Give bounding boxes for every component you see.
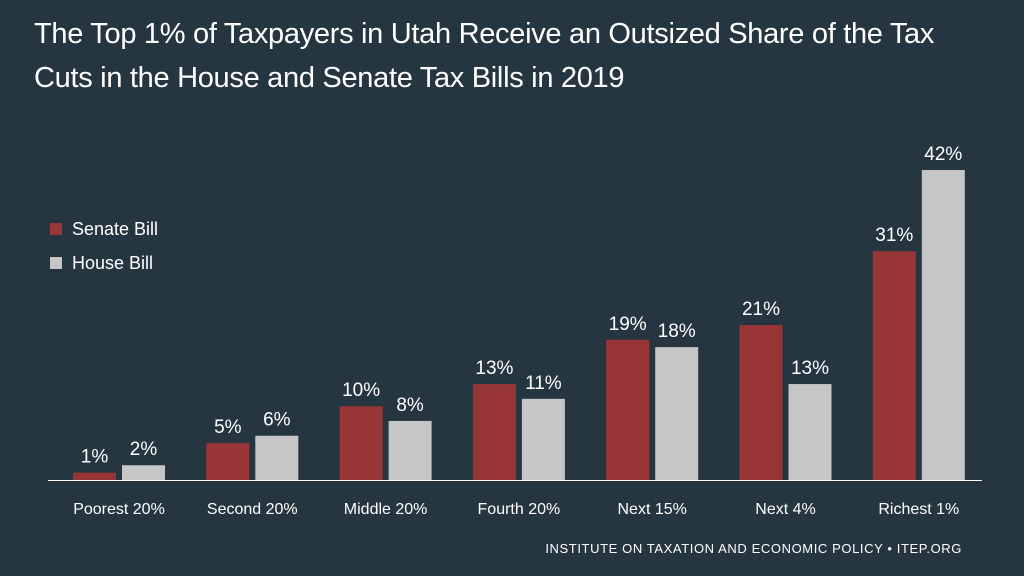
bar-house-1 bbox=[122, 465, 165, 480]
data-label-house-4: 11% bbox=[525, 373, 562, 394]
bar-senate-3 bbox=[339, 406, 383, 480]
legend-label-house: House Bill bbox=[72, 252, 154, 273]
category-label-3: Middle 20% bbox=[344, 501, 428, 518]
bar-senate-6 bbox=[739, 325, 783, 480]
bar-house-3 bbox=[388, 420, 432, 480]
bar-house-4 bbox=[521, 398, 565, 480]
legend-item-senate: Senate Bill bbox=[50, 212, 158, 246]
category-label-2: Second 20% bbox=[207, 501, 298, 518]
legend-label-senate: Senate Bill bbox=[72, 218, 159, 239]
legend-swatch-house bbox=[50, 257, 62, 269]
bar-senate-1 bbox=[73, 472, 116, 480]
data-label-senate-1: 1% bbox=[81, 447, 109, 468]
category-label-5: Next 15% bbox=[618, 501, 687, 518]
legend: Senate Bill House Bill bbox=[50, 212, 158, 280]
data-label-house-6: 13% bbox=[791, 358, 829, 379]
bar-senate-4 bbox=[472, 384, 516, 480]
legend-swatch-senate bbox=[50, 223, 62, 235]
data-label-house-7: 42% bbox=[924, 144, 962, 165]
data-label-senate-7: 31% bbox=[875, 225, 913, 246]
data-label-house-1: 2% bbox=[130, 439, 158, 460]
category-label-4: Fourth 20% bbox=[478, 501, 561, 518]
bar-house-6 bbox=[788, 384, 832, 480]
data-label-senate-3: 10% bbox=[342, 380, 380, 401]
bar-senate-7 bbox=[872, 251, 916, 480]
bar-senate-2 bbox=[206, 443, 250, 480]
data-label-house-5: 18% bbox=[658, 321, 696, 342]
category-label-1: Poorest 20% bbox=[73, 501, 165, 518]
category-label-6: Next 4% bbox=[755, 501, 815, 518]
legend-item-house: House Bill bbox=[50, 246, 158, 280]
source-credit: INSTITUTE ON TAXATION AND ECONOMIC POLIC… bbox=[545, 541, 962, 556]
bar-senate-5 bbox=[606, 339, 650, 480]
data-label-senate-5: 19% bbox=[609, 314, 647, 335]
data-label-house-3: 8% bbox=[396, 395, 424, 416]
category-label-7: Richest 1% bbox=[878, 501, 959, 518]
chart-title: The Top 1% of Taxpayers in Utah Receive … bbox=[34, 18, 935, 94]
bar-house-2 bbox=[255, 435, 299, 480]
data-label-senate-6: 21% bbox=[742, 299, 780, 320]
bar-house-7 bbox=[921, 170, 965, 481]
data-label-house-2: 6% bbox=[263, 410, 291, 431]
data-label-senate-2: 5% bbox=[214, 417, 242, 438]
data-label-senate-4: 13% bbox=[475, 358, 513, 379]
bar-house-5 bbox=[655, 347, 699, 480]
